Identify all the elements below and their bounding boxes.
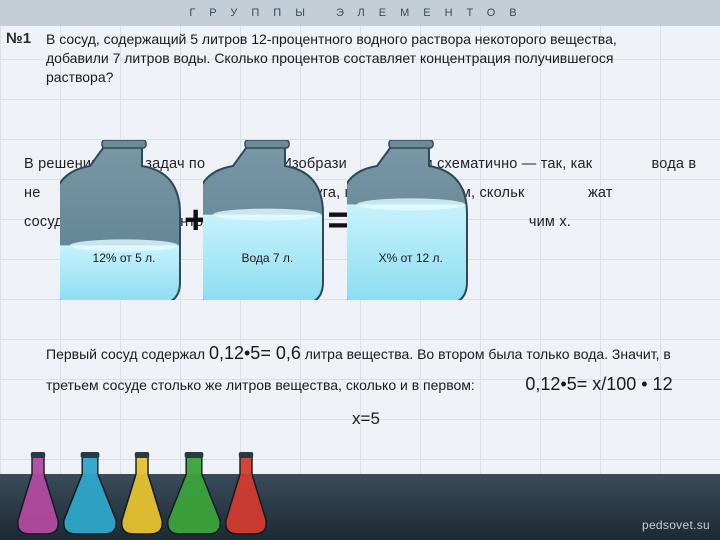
solution-calc-1: 0,12•5= 0,6 (209, 343, 301, 363)
problem-number: №1 (6, 30, 31, 47)
solution-text: Первый сосуд содержал 0,12•5= 0,6 литра … (46, 338, 686, 434)
background-header: ГРУППЫ ЭЛЕМЕНТОВ (0, 0, 720, 26)
problem-text: В сосуд, содержащий 5 литров 12-процентн… (46, 30, 646, 87)
flask-3-label: X% от 12 л. (357, 251, 465, 266)
watermark: pedsovet.su (642, 518, 710, 532)
solution-answer: x=5 (46, 405, 686, 434)
flask-2: Вода 7 л. (203, 140, 331, 300)
flasks-row: 12% от 5 л.+ Вода 7 л.= (60, 140, 475, 300)
bottom-flasks-silhouette (8, 448, 308, 540)
solution-line-1a: Первый сосуд содержал (46, 346, 209, 362)
flask-3: X% от 12 л. (347, 140, 475, 300)
flask-1: 12% от 5 л. (60, 140, 188, 300)
solution-calc-2: 0,12•5= x/100 • 12 (525, 374, 672, 394)
flask-2-label: Вода 7 л. (213, 251, 321, 266)
flask-1-label: 12% от 5 л. (70, 251, 178, 266)
